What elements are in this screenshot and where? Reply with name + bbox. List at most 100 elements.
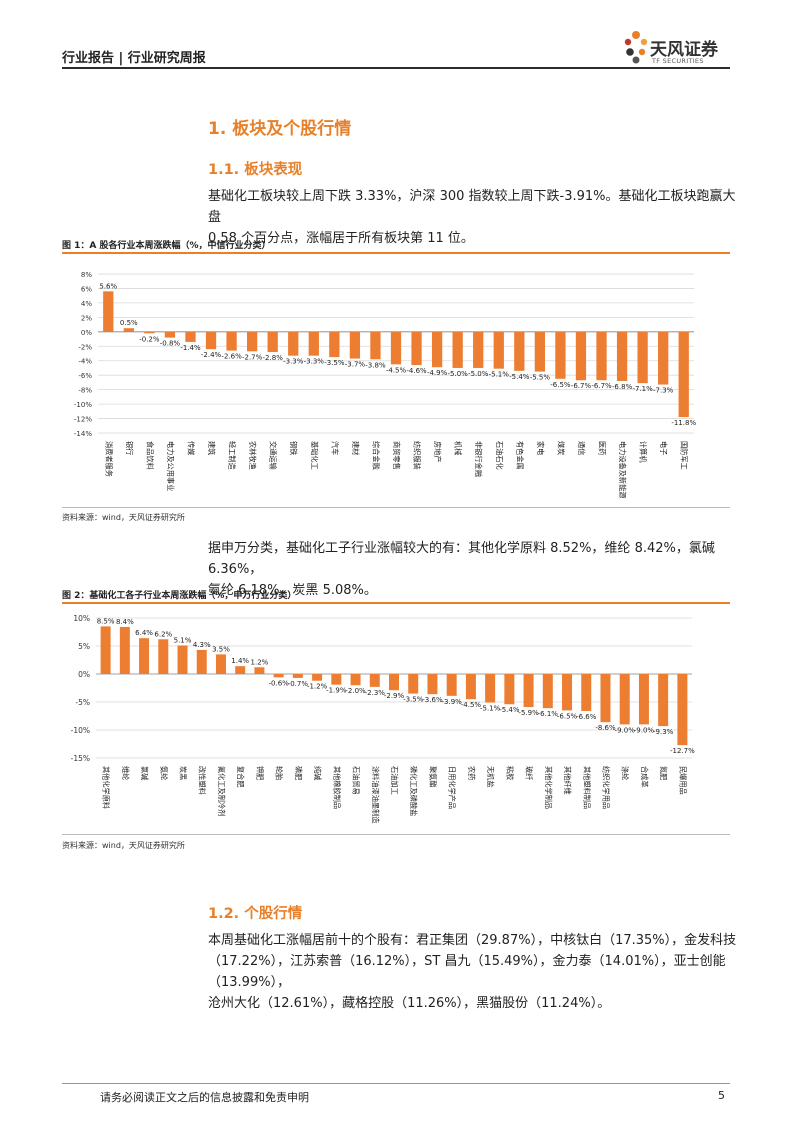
- data-label: -4.6%: [406, 367, 427, 375]
- bar: [658, 674, 669, 727]
- category-label: 农林牧渔: [248, 441, 257, 470]
- category-label: 磷肥: [294, 766, 303, 780]
- category-label: 氯碱: [140, 766, 149, 780]
- data-label: 5.6%: [99, 282, 117, 290]
- category-label: 氨纶: [159, 766, 168, 780]
- data-label: -6.5%: [550, 381, 571, 389]
- category-label: 建材: [351, 441, 360, 455]
- category-label: 民爆用品: [678, 766, 687, 795]
- category-label: 传媒: [186, 441, 195, 455]
- category-label: 纺织化学用品: [601, 766, 610, 809]
- data-label: -6.6%: [576, 713, 597, 721]
- figure-2-top-rule: [62, 602, 730, 604]
- data-label: -3.3%: [283, 358, 304, 366]
- paragraph-line: 基础化工板块较上周下跌 3.33%，沪深 300 指数较上周下跌-3.91%。基…: [208, 189, 736, 225]
- data-label: -4.5%: [386, 366, 407, 374]
- data-label: -5.4%: [499, 706, 520, 714]
- category-label: 合成革: [640, 766, 649, 788]
- y-tick-label: -14%: [74, 430, 92, 438]
- bar: [504, 674, 515, 705]
- category-label: 其他化学制品: [544, 766, 553, 809]
- category-label: 基础化工: [310, 441, 319, 470]
- bar: [473, 331, 484, 368]
- bar: [215, 654, 226, 674]
- bar: [637, 331, 648, 384]
- bar: [103, 291, 114, 332]
- data-label: -5.0%: [468, 370, 489, 378]
- logo-text: 天风证券: [650, 40, 718, 60]
- category-label: 钢铁: [289, 441, 298, 455]
- data-label: -0.8%: [160, 340, 181, 348]
- bar: [452, 331, 463, 368]
- bar: [312, 674, 323, 681]
- bar: [389, 674, 399, 691]
- y-tick-label: -10%: [71, 726, 90, 735]
- bar: [446, 674, 457, 696]
- bar: [196, 649, 207, 674]
- bar: [144, 331, 155, 334]
- bar: [619, 674, 630, 725]
- bar: [370, 331, 381, 360]
- data-label: -5.9%: [518, 709, 539, 717]
- data-label: -5.5%: [530, 374, 551, 382]
- category-label: 银行: [125, 441, 134, 455]
- category-label: 其他纤维: [563, 766, 572, 795]
- category-label: 改性塑料: [198, 766, 207, 795]
- category-label: 计算机: [639, 441, 648, 463]
- category-label: 聚氨酯: [428, 766, 437, 788]
- figure-1-source: 资料来源：wind，天风证券研究所: [62, 513, 185, 522]
- category-label: 商贸零售: [392, 441, 401, 470]
- data-label: -4.9%: [427, 369, 448, 377]
- data-label: -2.4%: [201, 351, 222, 359]
- category-label: 轮胎: [275, 766, 284, 780]
- data-label: -1.2%: [307, 683, 328, 691]
- data-label: -3.5%: [324, 359, 345, 367]
- bar: [427, 674, 438, 695]
- data-label: 5.1%: [174, 636, 192, 644]
- category-label: 粘胶: [505, 766, 514, 780]
- data-label: -9.3%: [653, 728, 674, 736]
- data-label: -2.8%: [263, 354, 284, 362]
- bar: [493, 331, 504, 369]
- footer-disclaimer: 请务必阅读正文之后的信息披露和免责申明: [100, 1091, 309, 1104]
- category-label: 磷化工及磷酸盐: [409, 766, 418, 816]
- figure-1-caption: 图 1：A 股各行业本周涨跌幅（%，中信行业分类）: [62, 241, 271, 251]
- data-label: -6.7%: [571, 382, 592, 390]
- logo-subtext: TF SECURITIES: [652, 57, 704, 65]
- paragraph-top-stocks: 本周基础化工涨幅居前十的个股有：君正集团（29.87%），中核钛白（17.35%…: [208, 930, 738, 1014]
- category-label: 氟化工及制冷剂: [217, 766, 226, 816]
- paragraph-line: 本周基础化工涨幅居前十的个股有：君正集团（29.87%），中核钛白（17.35%…: [208, 933, 737, 948]
- category-label: 钾肥: [255, 766, 264, 780]
- bar: [408, 674, 419, 694]
- data-label: 8.5%: [97, 617, 115, 625]
- y-tick-label: -8%: [78, 387, 92, 395]
- data-label: 4.3%: [193, 641, 211, 649]
- bar: [292, 674, 303, 678]
- category-label: 医药: [598, 441, 607, 455]
- category-label: 消费者服务: [104, 441, 113, 477]
- category-label: 电力及公用事业: [166, 441, 175, 491]
- data-label: 6.4%: [135, 629, 153, 637]
- figure-2-bar-chart: -15% -10% -5% 0% 5% 10% 8.5% 其他化学原料 8.4% 维纶 6.4% 氯碱…: [71, 614, 696, 824]
- category-label: 机械: [454, 441, 463, 455]
- data-label: -11.8%: [671, 419, 696, 427]
- category-label: 日用化学产品: [448, 766, 457, 809]
- bar: [575, 331, 587, 381]
- data-label: -9.0%: [615, 726, 636, 734]
- category-label: 氮肥: [659, 766, 668, 780]
- bar: [638, 674, 649, 725]
- category-label: 石油石化: [495, 441, 504, 470]
- bar: [139, 638, 150, 674]
- data-label: -3.7%: [345, 361, 366, 369]
- data-label: -6.7%: [591, 382, 612, 390]
- bar: [329, 331, 340, 358]
- category-label: 农药: [467, 766, 476, 780]
- data-label: -2.9%: [384, 692, 405, 700]
- figure-2-source: 资料来源：wind，天风证券研究所: [62, 841, 185, 850]
- category-label: 玻纤: [525, 766, 534, 780]
- category-label: 电子: [659, 441, 668, 455]
- data-label: -6.8%: [612, 383, 633, 391]
- bar: [677, 674, 688, 746]
- category-label: 维纶: [121, 766, 130, 780]
- category-label: 交通运输: [269, 441, 278, 470]
